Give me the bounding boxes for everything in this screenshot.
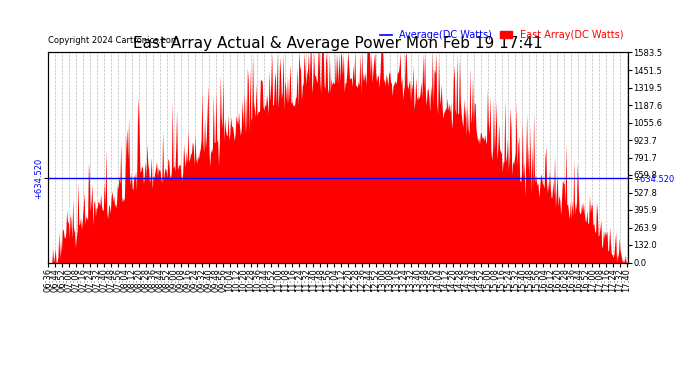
Title: East Array Actual & Average Power Mon Feb 19 17:41: East Array Actual & Average Power Mon Fe…	[133, 36, 543, 51]
Text: Copyright 2024 Cartronics.com: Copyright 2024 Cartronics.com	[48, 36, 179, 45]
Legend: Average(DC Watts), East Array(DC Watts): Average(DC Watts), East Array(DC Watts)	[380, 30, 623, 40]
